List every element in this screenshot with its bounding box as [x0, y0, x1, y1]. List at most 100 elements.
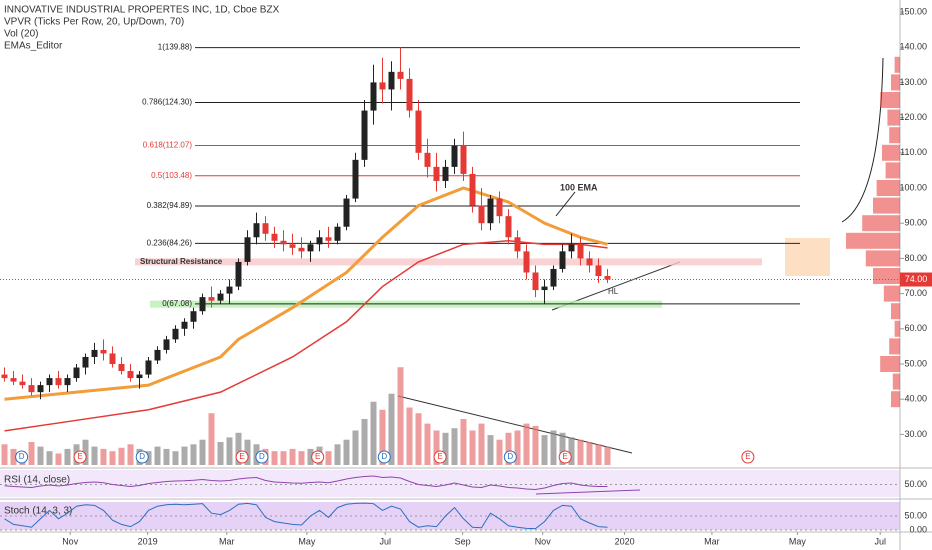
fib-label: 0.786(124.30) [142, 98, 192, 107]
candle-body [478, 205, 485, 224]
candle-body [199, 297, 206, 312]
annotation: HL [608, 287, 619, 296]
volume-bar [361, 419, 368, 465]
volume-bar [100, 448, 107, 465]
vpvr-bar [873, 268, 900, 284]
vpvr-bar [891, 391, 900, 408]
y-tick-label: 140.00 [899, 42, 927, 52]
volume-bar [334, 444, 341, 465]
volume-bar [487, 435, 494, 465]
candle-body [181, 321, 188, 329]
event-marker [311, 450, 325, 464]
event-label: D [139, 452, 145, 461]
ema-100 [4, 186, 608, 401]
event-marker [135, 450, 149, 464]
annotation: 100 EMA [560, 182, 598, 192]
candle-body [415, 110, 422, 153]
candle-body [235, 261, 242, 287]
ema-200 [4, 240, 608, 432]
indicator: EMAs_Editor [4, 41, 63, 52]
volume-bar [46, 451, 53, 465]
vpvr-bar [873, 197, 900, 214]
x-tick-label: May [789, 536, 807, 546]
candle-body [109, 353, 116, 364]
fib-label: 0.382(94.89) [147, 201, 193, 210]
candle-body [451, 145, 458, 167]
volume-bar [127, 444, 134, 465]
volume-bar [550, 430, 557, 465]
event-label: D [381, 452, 387, 461]
candle-body [19, 381, 26, 386]
event-marker [73, 450, 87, 464]
event-label: E [745, 452, 750, 461]
candle-body [208, 297, 215, 301]
x-tick-label: Mar [704, 536, 720, 546]
event-label: E [563, 452, 568, 461]
volume-bar [397, 367, 404, 465]
volume-bar [559, 432, 566, 465]
volume-bar [37, 446, 44, 465]
candle-body [136, 374, 143, 379]
candle-body [172, 328, 179, 340]
volume-bar [586, 442, 593, 465]
candle-body [442, 166, 449, 181]
x-tick-label: Jul [874, 536, 886, 546]
event-marker [235, 450, 249, 464]
volume-bar [298, 451, 305, 465]
candle-body [73, 367, 80, 379]
x-tick-label: Sep [455, 536, 471, 546]
candle-body [586, 258, 593, 266]
candle-body [514, 237, 521, 252]
volume-bar [541, 435, 548, 465]
x-tick-label: Nov [62, 536, 79, 546]
volume-bar [343, 439, 350, 465]
candle-body [154, 349, 161, 361]
y-tick-label: 70.00 [904, 288, 927, 298]
x-tick-label: 2020 [615, 536, 635, 546]
volume-bar [415, 413, 422, 465]
vpvr-bar [887, 109, 900, 126]
volume-bar [154, 446, 161, 465]
x-tick-label: 2019 [138, 536, 158, 546]
y-tick-label: 130.00 [899, 77, 927, 87]
volume-bar [217, 442, 224, 465]
last-price-tag [900, 272, 932, 287]
vpvr-bar [880, 92, 900, 108]
vpvr-bar [882, 144, 900, 161]
candle-body [388, 71, 395, 90]
volume-bar [118, 447, 125, 465]
candle-body [433, 166, 440, 181]
vpvr-bar [885, 162, 900, 179]
vpvr-bar [894, 56, 900, 73]
event-label: E [315, 452, 320, 461]
vpvr-bar [891, 74, 900, 91]
volume-bar [289, 448, 296, 465]
y-tick-label: 0.00 [909, 524, 927, 534]
candle-body [523, 251, 530, 273]
volume-bar [406, 407, 413, 465]
volume-bar [496, 439, 503, 465]
candle-body [559, 251, 566, 269]
y-tick-label: 40.00 [904, 394, 927, 404]
event-marker [558, 450, 572, 464]
volume-bar [10, 448, 17, 465]
fib-label: 0(67.08) [162, 299, 192, 308]
candle-body [37, 385, 44, 393]
candle-body [370, 82, 377, 111]
volume-bar [235, 432, 242, 465]
event-marker [377, 450, 391, 464]
volume-zone [785, 238, 830, 276]
candle-body [91, 349, 98, 357]
volume-bar [91, 446, 98, 465]
y-tick-label: 120.00 [899, 112, 927, 122]
volume-bar [433, 430, 440, 465]
candle-body [604, 276, 611, 280]
event-marker [15, 450, 29, 464]
volume-bar [514, 430, 521, 465]
y-tick-label: 50.00 [904, 358, 927, 368]
arrow [555, 191, 576, 217]
last-price-label: 74.00 [905, 274, 928, 284]
volume-bar [109, 451, 116, 465]
candle-body [352, 159, 359, 199]
volume-bar [181, 446, 188, 465]
